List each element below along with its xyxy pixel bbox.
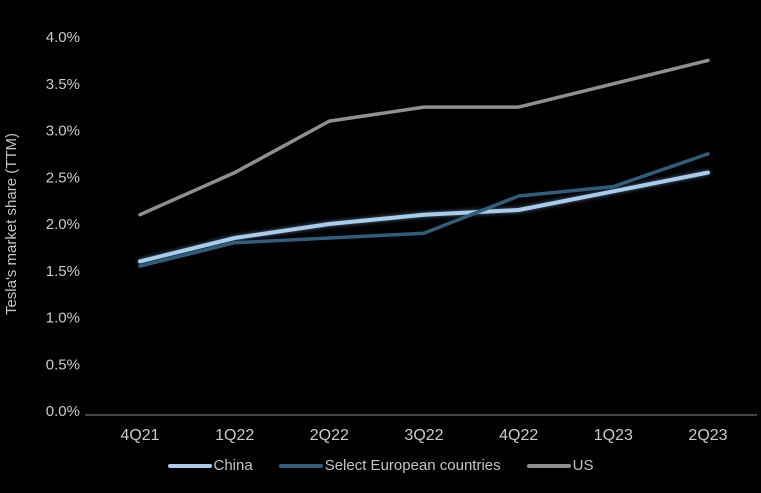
y-tick-label-1-0: 1.0%: [46, 310, 80, 327]
y-axis-title: Tesla's market share (TTM): [3, 133, 20, 315]
series-line-china: [138, 170, 710, 264]
series-lines: [138, 58, 710, 268]
legend-swatch-china: [167, 463, 212, 468]
legend-swatch-us: [526, 463, 571, 468]
y-axis-tick-labels: 0.0% 0.5% 1.0% 1.5% 2.0% 2.5% 3.0% 3.5% 4.0%: [46, 29, 80, 420]
legend-swatch-select-european-countries: [278, 463, 323, 468]
x-tick-label-1q22: 1Q22: [215, 427, 254, 444]
x-tick-label-3q22: 3Q22: [404, 427, 443, 444]
y-tick-label-0-5: 0.5%: [46, 356, 80, 373]
y-tick-label-2-0: 2.0%: [46, 216, 80, 233]
legend-label-select-european-countries: Select European countries: [324, 457, 501, 474]
y-tick-label-2-5: 2.5%: [46, 169, 80, 186]
legend-label-us: US: [572, 457, 594, 474]
x-tick-label-2q22: 2Q22: [310, 427, 349, 444]
x-tick-label-1q23: 1Q23: [594, 427, 633, 444]
x-tick-label-2q23: 2Q23: [688, 427, 727, 444]
series-line-us: [138, 58, 710, 217]
y-tick-label-3-0: 3.0%: [46, 123, 80, 140]
series-line-select-european-countries: [138, 152, 710, 268]
x-tick-label-4q22: 4Q22: [499, 427, 538, 444]
x-axis-tick-labels: 4Q21 1Q22 2Q22 3Q22 4Q22 1Q23 2Q23: [120, 427, 727, 444]
chart-legend: China Select European countries US: [0, 457, 761, 474]
y-tick-label-4-0: 4.0%: [46, 29, 80, 46]
legend-item-select-european-countries: Select European countries: [278, 457, 501, 474]
legend-item-china: China: [167, 457, 253, 474]
x-tick-label-4q21: 4Q21: [120, 427, 159, 444]
y-tick-label-1-5: 1.5%: [46, 263, 80, 280]
y-tick-label-0-0: 0.0%: [46, 403, 80, 420]
legend-label-china: China: [213, 457, 253, 474]
legend-item-us: US: [526, 457, 594, 474]
y-tick-label-3-5: 3.5%: [46, 76, 80, 93]
